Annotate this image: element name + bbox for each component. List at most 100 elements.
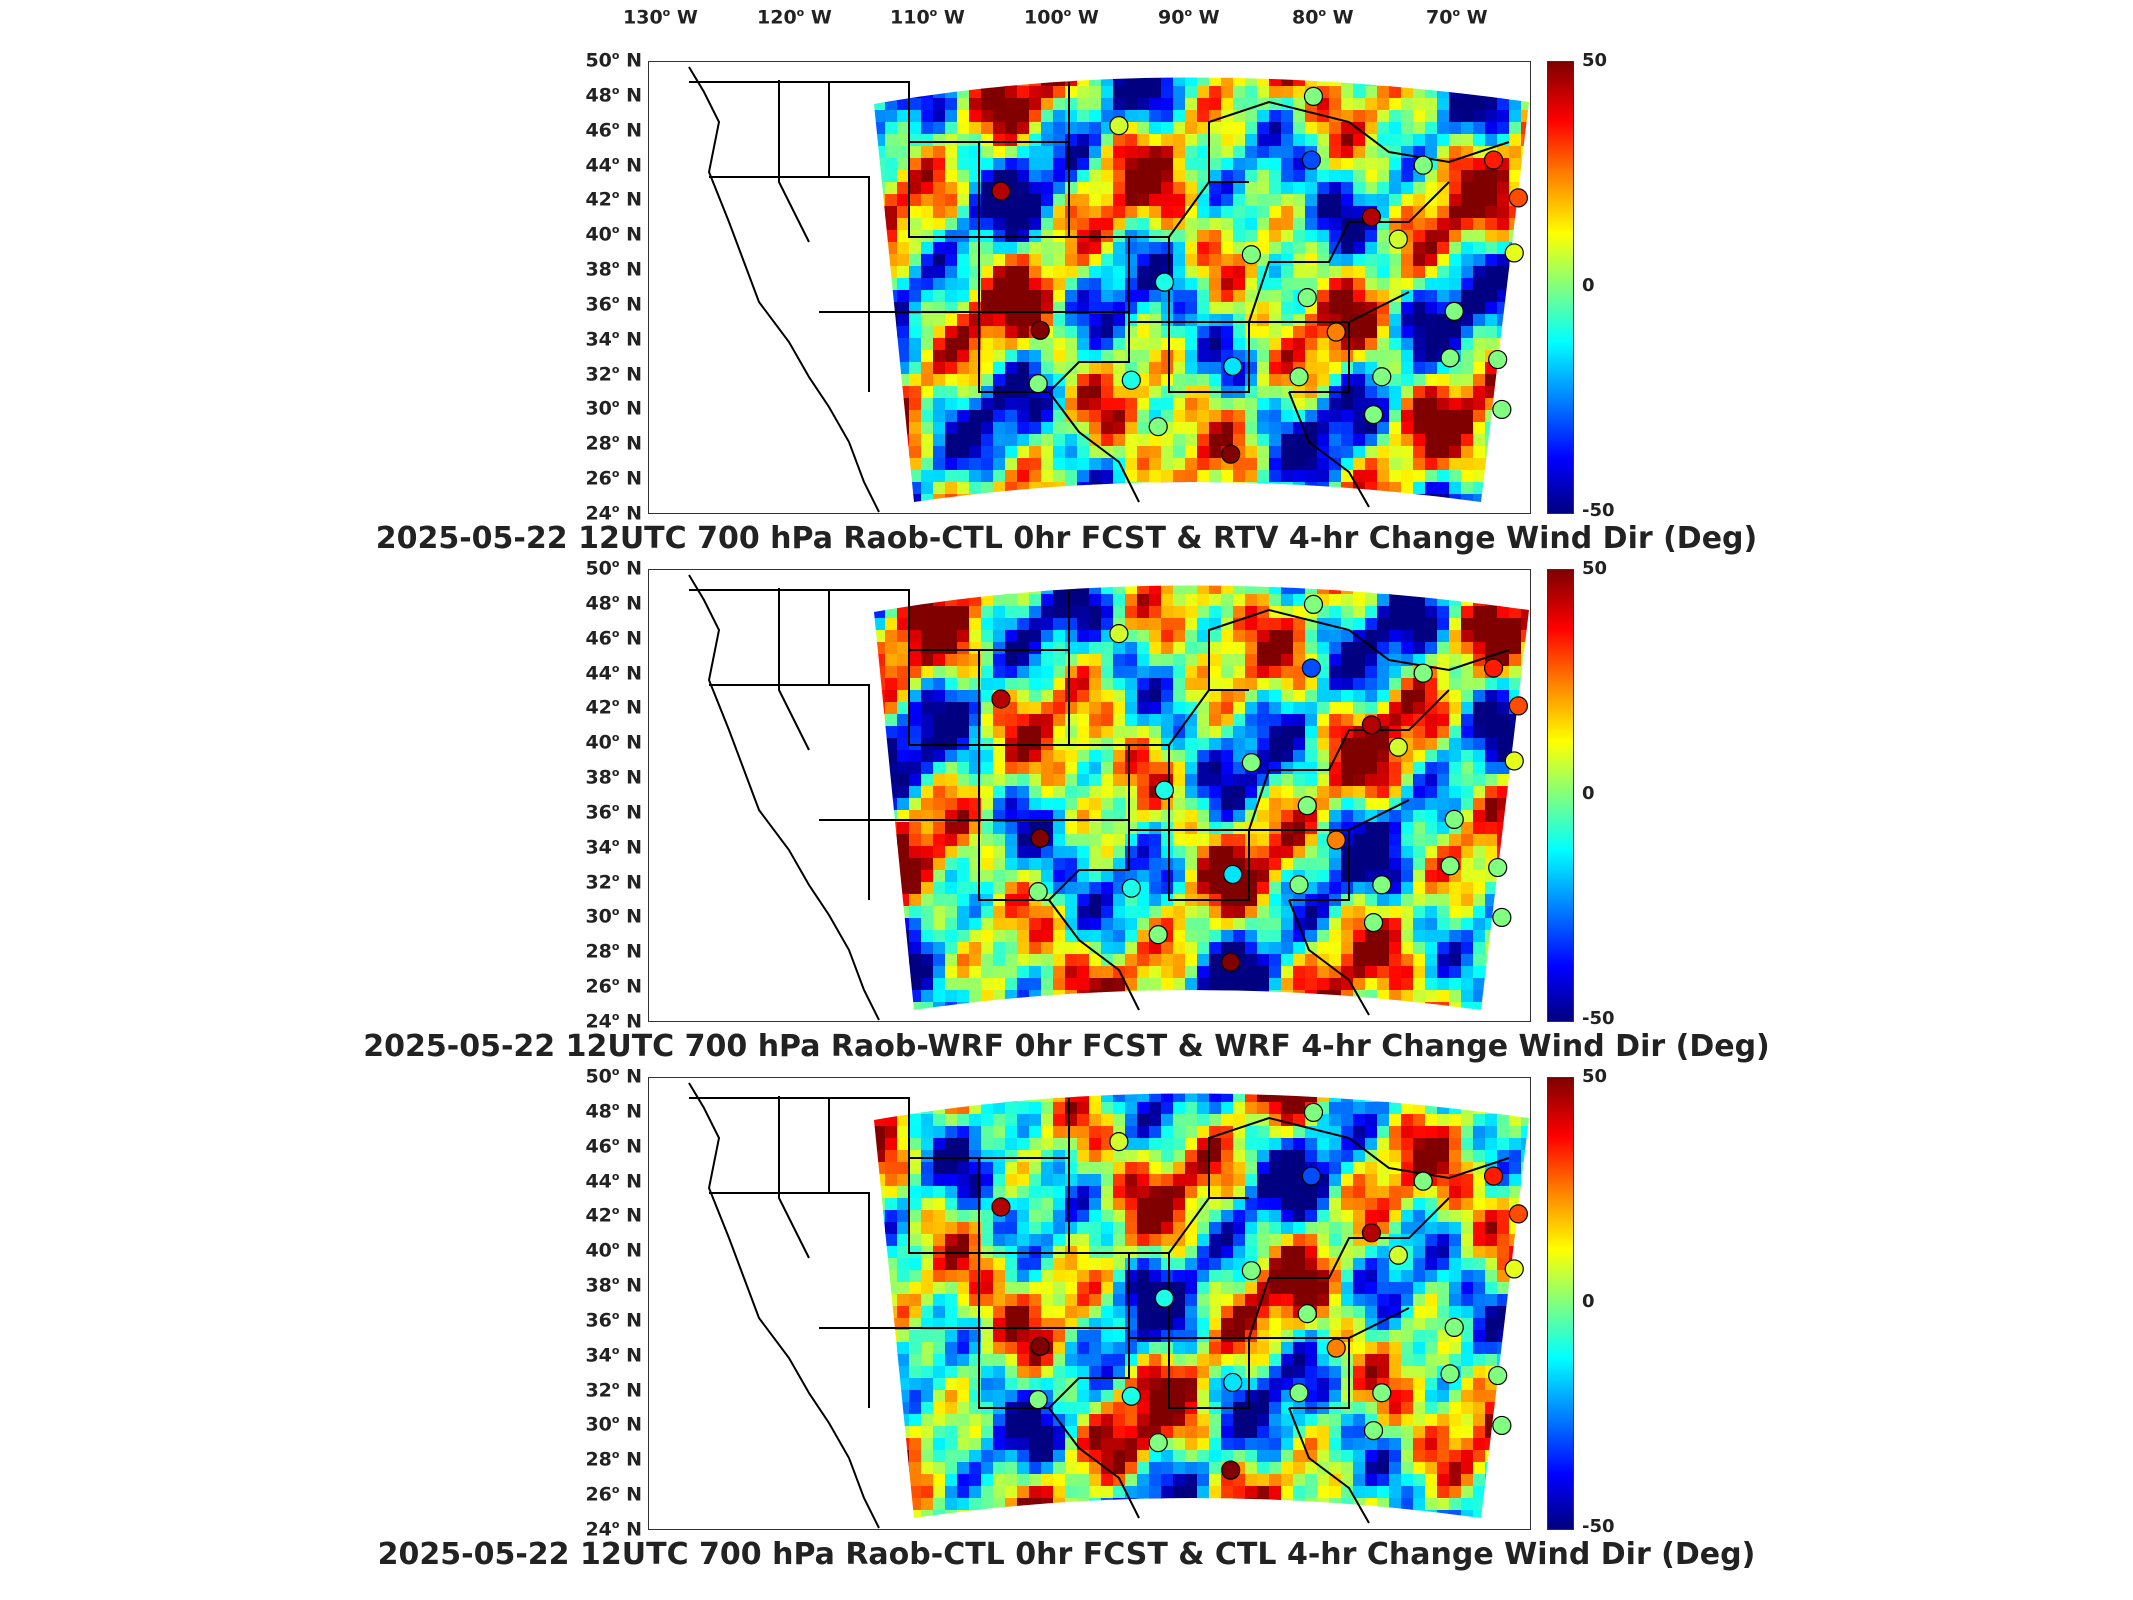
- latitude-label: 38o N: [585, 766, 642, 789]
- raob-station-marker: [991, 181, 1011, 201]
- raob-station-marker: [1361, 1223, 1382, 1243]
- raob-station-marker: [1121, 370, 1141, 390]
- colorbar-min-label: -50: [1582, 500, 1615, 521]
- wind-change-field: [874, 1093, 1529, 1518]
- raob-station-marker: [1301, 658, 1322, 678]
- latitude-label: 48o N: [585, 591, 642, 615]
- raob-station-marker: [1483, 1166, 1504, 1186]
- raob-station-marker: [1388, 737, 1408, 757]
- latitude-label: 26o N: [585, 467, 642, 490]
- raob-station-marker: [1413, 1171, 1433, 1191]
- latitude-label: 30o N: [585, 397, 642, 420]
- colorbar: [1547, 569, 1574, 1022]
- colorbar-min-label: -50: [1582, 1516, 1615, 1537]
- raob-station-marker: [1154, 1288, 1175, 1308]
- latitude-label: 44o N: [585, 661, 642, 684]
- longitude-label: 100o W: [1024, 6, 1099, 29]
- raob-station-marker: [1030, 828, 1050, 848]
- raob-station-marker: [1440, 856, 1460, 876]
- latitude-label: 24o N: [585, 1010, 642, 1033]
- raob-station-marker: [1109, 624, 1129, 644]
- raob-station-marker: [1363, 913, 1384, 933]
- raob-station-marker: [1508, 1204, 1529, 1224]
- latitude-label: 28o N: [585, 940, 642, 963]
- latitude-label: 46o N: [585, 118, 642, 142]
- raob-station-marker: [1413, 155, 1433, 175]
- longitude-label: 70o W: [1426, 6, 1488, 29]
- raob-station-marker: [1483, 658, 1504, 678]
- raob-station-marker: [1508, 188, 1529, 208]
- colorbar: [1547, 1077, 1574, 1530]
- raob-station-marker: [1241, 1261, 1261, 1281]
- latitude-label: 40o N: [585, 223, 642, 246]
- raob-station-marker: [1221, 444, 1241, 464]
- panel-title: 2025-05-22 12UTC 700 hPa Raob-CTL 0hr FC…: [377, 1537, 1756, 1572]
- longitude-label: 120o W: [757, 6, 832, 29]
- raob-station-marker: [1028, 374, 1048, 394]
- latitude-label: 24o N: [585, 502, 642, 525]
- raob-station-marker: [1148, 417, 1168, 437]
- latitude-label: 34o N: [585, 1343, 642, 1367]
- raob-station-marker: [1504, 1259, 1524, 1279]
- colorbar-mid-label: 0: [1582, 1291, 1595, 1312]
- raob-station-marker: [1444, 1317, 1464, 1337]
- colorbar: [1547, 61, 1574, 514]
- raob-station-marker: [1372, 875, 1392, 895]
- latitude-label: 46o N: [585, 626, 642, 650]
- latitude-label: 42o N: [585, 1204, 642, 1227]
- map-svg: [688, 1082, 1529, 1529]
- latitude-label: 32o N: [585, 870, 642, 893]
- map-svg: [688, 66, 1529, 513]
- raob-station-marker: [1297, 1304, 1317, 1324]
- raob-station-marker: [1444, 301, 1464, 321]
- latitude-label: 48o N: [585, 1099, 642, 1123]
- colorbar-mid-label: 0: [1582, 275, 1595, 296]
- latitude-label: 26o N: [585, 975, 642, 998]
- raob-station-marker: [1154, 780, 1175, 800]
- raob-station-marker: [1223, 1372, 1243, 1393]
- map-plot-area: [648, 1077, 1531, 1530]
- latitude-label: 32o N: [585, 1378, 642, 1401]
- latitude-label: 50o N: [585, 557, 642, 580]
- latitude-label: 30o N: [585, 905, 642, 928]
- latitude-label: 24o N: [585, 1518, 642, 1541]
- latitude-label: 34o N: [585, 835, 642, 859]
- raob-station-marker: [1303, 1102, 1324, 1123]
- raob-station-marker: [1121, 878, 1141, 898]
- raob-station-marker: [1303, 594, 1324, 615]
- raob-station-marker: [1444, 809, 1464, 829]
- raob-station-marker: [1488, 1365, 1508, 1386]
- raob-station-marker: [1030, 1336, 1050, 1356]
- raob-station-marker: [1148, 1433, 1168, 1453]
- longitude-label: 130o W: [623, 6, 698, 29]
- latitude-label: 36o N: [585, 800, 642, 824]
- raob-station-marker: [1440, 348, 1460, 368]
- raob-station-marker: [1303, 86, 1324, 107]
- latitude-label: 50o N: [585, 49, 642, 72]
- raob-station-marker: [1030, 320, 1050, 340]
- raob-station-marker: [1326, 1338, 1346, 1358]
- raob-station-marker: [1109, 1132, 1129, 1152]
- latitude-label: 36o N: [585, 292, 642, 316]
- raob-station-marker: [1388, 1245, 1408, 1265]
- raob-station-marker: [1504, 243, 1524, 263]
- state-boundaries: [688, 66, 1510, 513]
- panel-title: 2025-05-22 12UTC 700 hPa Raob-WRF 0hr FC…: [363, 1029, 1770, 1064]
- raob-station-marker: [1241, 245, 1261, 265]
- raob-station-marker: [1221, 952, 1241, 972]
- raob-station-marker: [1413, 663, 1433, 683]
- raob-station-marker: [1492, 907, 1512, 928]
- latitude-label: 30o N: [585, 1413, 642, 1436]
- latitude-label: 46o N: [585, 1134, 642, 1158]
- raob-station-marker: [1363, 1421, 1384, 1441]
- raob-station-marker: [1488, 349, 1508, 370]
- latitude-label: 36o N: [585, 1308, 642, 1332]
- raob-station-marker: [1361, 715, 1382, 735]
- raob-station-marker: [1241, 753, 1261, 773]
- raob-station-marker: [991, 689, 1011, 709]
- latitude-label: 44o N: [585, 1169, 642, 1192]
- raob-station-marker: [1483, 150, 1504, 170]
- latitude-label: 40o N: [585, 731, 642, 754]
- raob-station-marker: [991, 1197, 1011, 1217]
- raob-station-marker: [1148, 925, 1168, 945]
